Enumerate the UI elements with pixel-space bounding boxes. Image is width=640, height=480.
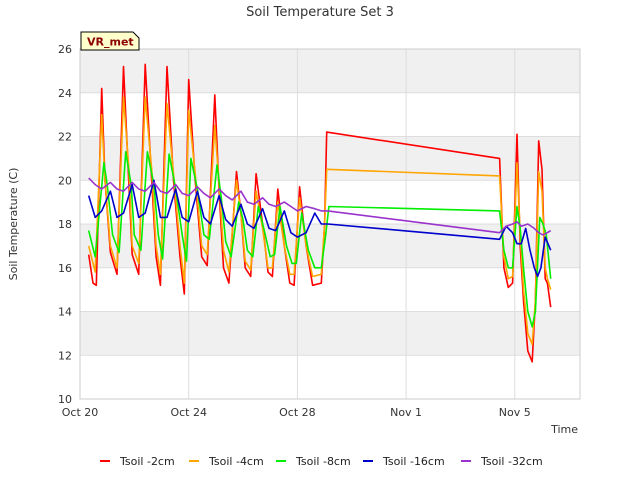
y-tick-label: 16 <box>58 262 72 275</box>
legend-item: Tsoil -8cm <box>276 455 351 468</box>
y-tick-label: 22 <box>58 131 72 144</box>
plot-border <box>79 48 581 400</box>
badge-label: VR_met <box>87 36 134 49</box>
axes: 10 12 14 16 18 20 22 24 26 Oct 20 Oct 24 Oct 28 Nov … <box>58 43 581 419</box>
legend-item: Tsoil -4cm <box>189 455 264 468</box>
badge-shape <box>80 31 140 51</box>
legend: Tsoil -2cm Tsoil -4cm Tsoil -8cm Tsoil -16c… <box>100 455 543 468</box>
y-tick-label: 20 <box>58 174 72 187</box>
x-axis-title: Time <box>550 423 578 436</box>
y-axis-title: Soil Temperature (C) <box>7 168 20 281</box>
legend-label: Tsoil -16cm <box>382 455 445 468</box>
plot-band <box>80 311 580 356</box>
plot-band <box>80 136 580 181</box>
legend-label: Tsoil -2cm <box>119 455 175 468</box>
x-tick-label: Nov 5 <box>499 406 531 419</box>
y-tick-label: 18 <box>58 218 72 231</box>
station-badge: VR_met <box>80 31 140 51</box>
chart-title: Soil Temperature Set 3 <box>246 5 394 20</box>
legend-label: Tsoil -32cm <box>480 455 543 468</box>
legend-label: Tsoil -4cm <box>208 455 264 468</box>
x-tick-label: Oct 24 <box>170 406 207 419</box>
x-tick-label: Oct 20 <box>62 406 99 419</box>
y-tick-label: 24 <box>58 87 72 100</box>
series-line-tsoil-8cm <box>87 151 552 328</box>
y-tick-label: 10 <box>58 393 72 406</box>
legend-item: Tsoil -32cm <box>461 455 543 468</box>
x-tick-label: Nov 1 <box>390 406 422 419</box>
y-tick-label: 26 <box>58 43 72 56</box>
series-line-tsoil-2cm <box>87 63 552 363</box>
y-tick-label: 12 <box>58 349 72 362</box>
legend-item: Tsoil -16cm <box>363 455 445 468</box>
x-tick-label: Oct 28 <box>279 406 316 419</box>
series-lines <box>87 63 552 363</box>
series-line-tsoil-4cm <box>87 96 552 346</box>
plot-band <box>80 49 580 93</box>
series-line-tsoil-32cm <box>88 177 552 236</box>
legend-label: Tsoil -8cm <box>295 455 351 468</box>
y-tick-label: 14 <box>58 306 72 319</box>
legend-item: Tsoil -2cm <box>100 455 175 468</box>
series-line-tsoil-16cm <box>87 179 552 278</box>
